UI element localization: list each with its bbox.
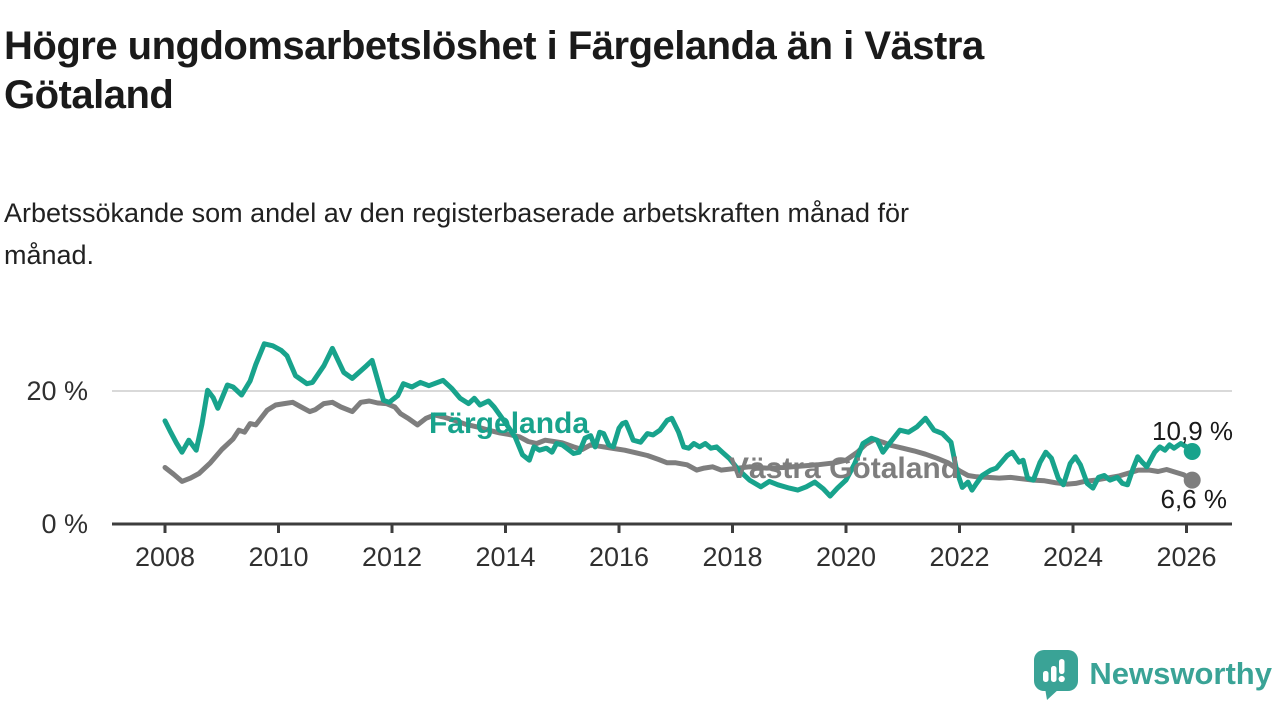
- x-tick-label: 2026: [1156, 542, 1216, 572]
- x-tick-label: 2008: [135, 542, 195, 572]
- brand-logo: Newsworthy: [1033, 646, 1272, 702]
- x-tick-label: 2024: [1043, 542, 1103, 572]
- newsworthy-bubble-chart-icon: [1034, 649, 1079, 700]
- series-label-vastra-gotaland: Västra Götaland: [729, 452, 959, 485]
- series-vastra-gotaland-end-dot: [1183, 471, 1201, 489]
- y-tick-label-20: 20 %: [26, 376, 88, 406]
- x-axis-ticks: 2008 2010 2012 2014 2016 2018 2020 2022 2024 2026: [135, 524, 1217, 572]
- x-tick-label: 2020: [816, 542, 876, 572]
- series-label-fargelanda: Färgelanda: [429, 407, 589, 440]
- x-tick-label: 2016: [589, 542, 649, 572]
- x-tick-label: 2010: [248, 542, 308, 572]
- x-tick-label: 2018: [702, 542, 762, 572]
- brand-name: Newsworthy: [1089, 656, 1272, 691]
- series-vastra-gotaland-line: [162, 398, 1195, 487]
- end-value-label-fargelanda: 10,9 %: [1152, 416, 1233, 446]
- x-tick-label: 2014: [475, 542, 535, 572]
- x-tick-label: 2022: [929, 542, 989, 572]
- end-value-label-vastra-gotaland: 6,6 %: [1161, 484, 1228, 514]
- page-title: Högre ungdomsarbetslöshet i Färgelanda ä…: [4, 24, 984, 117]
- series-fargelanda-end-dot: [1183, 443, 1201, 460]
- series-fargelanda-line: [162, 341, 1195, 499]
- y-tick-label-0: 0 %: [41, 509, 88, 539]
- x-tick-label: 2012: [362, 542, 422, 572]
- chart-subtitle: Arbetssökande som andel av den registerb…: [4, 198, 910, 270]
